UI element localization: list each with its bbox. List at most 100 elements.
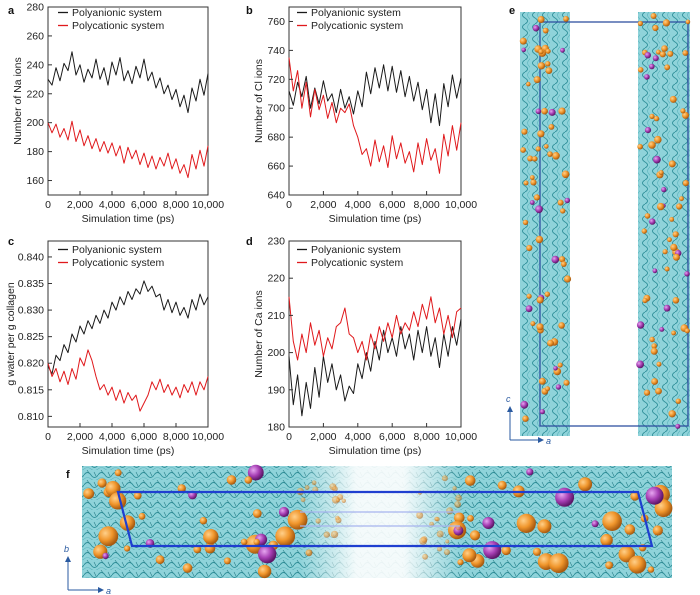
ion-sphere-orange: [682, 50, 689, 56]
y-tick-label: 210: [267, 310, 285, 322]
ion-sphere-orange: [199, 517, 208, 525]
y-axis-title: Number of Na ions: [12, 57, 24, 145]
ion-sphere-orange: [548, 124, 555, 130]
ion-sphere-orange: [684, 328, 690, 334]
ion-sphere-orange: [532, 156, 538, 162]
panel-letter-f: f: [66, 469, 70, 481]
x-tick-label: 0: [286, 431, 292, 443]
ion-sphere-orange: [501, 545, 511, 556]
y-tick-label: 720: [267, 74, 285, 86]
x-tick-label: 8,000: [163, 431, 189, 443]
ion-sphere-orange: [654, 135, 662, 144]
ion-sphere-orange: [520, 147, 526, 153]
ion-sphere-purple: [675, 423, 681, 429]
ion-sphere-orange: [651, 378, 658, 385]
ion-sphere-orange: [655, 387, 662, 395]
ion-sphere-orange: [685, 19, 691, 25]
ion-sphere-orange: [682, 111, 689, 119]
ion-sphere-orange: [83, 488, 95, 499]
ion-sphere-faded: [452, 486, 457, 491]
ion-sphere-orange: [653, 115, 660, 122]
ion-sphere-orange: [649, 336, 655, 343]
x-tick-label: 6,000: [131, 199, 157, 211]
ion-sphere-orange: [462, 548, 477, 563]
panel-letter-b: b: [246, 5, 253, 17]
x-tick-label: 8,000: [413, 199, 439, 211]
ion-sphere-orange: [661, 45, 668, 52]
ion-sphere-orange: [679, 196, 684, 202]
chart-panel-a: a 0 2,000 4,000 6,000 8,000 10,000 160 180 200 220…: [8, 2, 224, 226]
panel-letter-e: e: [509, 5, 515, 17]
x-tick-label: 10,000: [192, 431, 224, 443]
ion-sphere-purple: [539, 409, 546, 415]
ion-sphere-orange: [545, 386, 550, 392]
series-line-polyanionic: [47, 51, 209, 114]
ion-sphere-orange: [668, 160, 676, 168]
ion-sphere-orange: [563, 16, 569, 22]
ion-sphere-faded: [330, 530, 339, 539]
x-axis-title: Simulation time (ps): [329, 213, 422, 225]
molecular-render-e: e c a: [506, 5, 691, 446]
ion-sphere-orange: [657, 202, 665, 211]
ion-sphere-orange: [204, 542, 216, 554]
ion-sphere-orange: [644, 213, 651, 219]
x-tick-label: 4,000: [345, 431, 371, 443]
chart-panel-d: d 0 2,000 4,000 6,000 8,000 10,000 180 190 200 210…: [246, 236, 477, 458]
ion-sphere-purple: [661, 186, 667, 193]
ion-sphere-orange: [521, 128, 528, 135]
ion-sphere-faded: [323, 531, 330, 538]
ion-sphere-purple: [482, 517, 495, 529]
ion-sphere-faded: [311, 480, 317, 486]
simulation-cell-box-f: [116, 490, 654, 548]
ion-sphere-orange: [563, 379, 570, 386]
ion-sphere-orange: [552, 152, 560, 160]
x-tick-label: 2,000: [310, 431, 336, 443]
molecular-render-f: f b a: [64, 464, 673, 595]
axis-label-a-e: a: [546, 436, 551, 446]
ion-sphere-orange: [656, 361, 662, 367]
ion-sphere-orange: [182, 563, 193, 573]
x-tick-label: 4,000: [99, 199, 125, 211]
ion-sphere-faded: [332, 486, 338, 492]
ion-sphere-purple: [555, 384, 562, 390]
ion-sphere-purple: [560, 47, 565, 53]
y-tick-label: 700: [267, 103, 285, 115]
ion-sphere-faded: [336, 498, 340, 503]
chart-panel-c: c 0 2,000 4,000 6,000 8,000 10,000 0.810 0.815 0.…: [5, 236, 224, 457]
ion-sphere-orange: [560, 208, 566, 214]
ion-sphere-orange: [252, 509, 262, 518]
ion-sphere-orange: [542, 27, 549, 34]
ion-sphere-orange: [275, 526, 296, 547]
ion-sphere-purple: [591, 520, 599, 528]
ion-sphere-orange: [119, 515, 136, 531]
simulation-cell-box-e: [539, 21, 689, 427]
ion-sphere-purple: [636, 321, 645, 329]
ion-sphere-orange: [652, 24, 659, 32]
x-axis-title: Simulation time (ps): [329, 445, 422, 457]
ion-sphere-orange: [532, 547, 542, 556]
ion-sphere-orange: [669, 217, 675, 222]
y-tick-label: 180: [267, 422, 285, 434]
ion-sphere-orange: [526, 244, 533, 252]
ion-sphere-orange: [464, 475, 476, 486]
ion-sphere-orange: [637, 143, 643, 150]
x-axis-title: Simulation time (ps): [82, 213, 175, 225]
series-line-polyanionic: [47, 280, 209, 375]
x-tick-label: 0: [45, 199, 51, 211]
plot-frame: [47, 240, 209, 428]
ion-sphere-orange: [226, 475, 237, 485]
x-tick-label: 10,000: [445, 431, 477, 443]
y-tick-label: 0.830: [18, 305, 44, 317]
ion-sphere-orange: [536, 323, 544, 331]
ion-spheres-e: [519, 13, 691, 429]
ion-sphere-orange: [526, 293, 532, 299]
ion-sphere-purple: [564, 197, 570, 204]
ion-sphere-orange: [537, 519, 552, 534]
ion-sphere-orange: [563, 275, 572, 283]
ion-sphere-faded: [441, 475, 448, 482]
x-tick-label: 2,000: [67, 431, 93, 443]
ion-sphere-purple: [247, 464, 264, 481]
ion-sphere-faded: [445, 539, 450, 544]
ion-sphere-purple: [532, 24, 540, 32]
